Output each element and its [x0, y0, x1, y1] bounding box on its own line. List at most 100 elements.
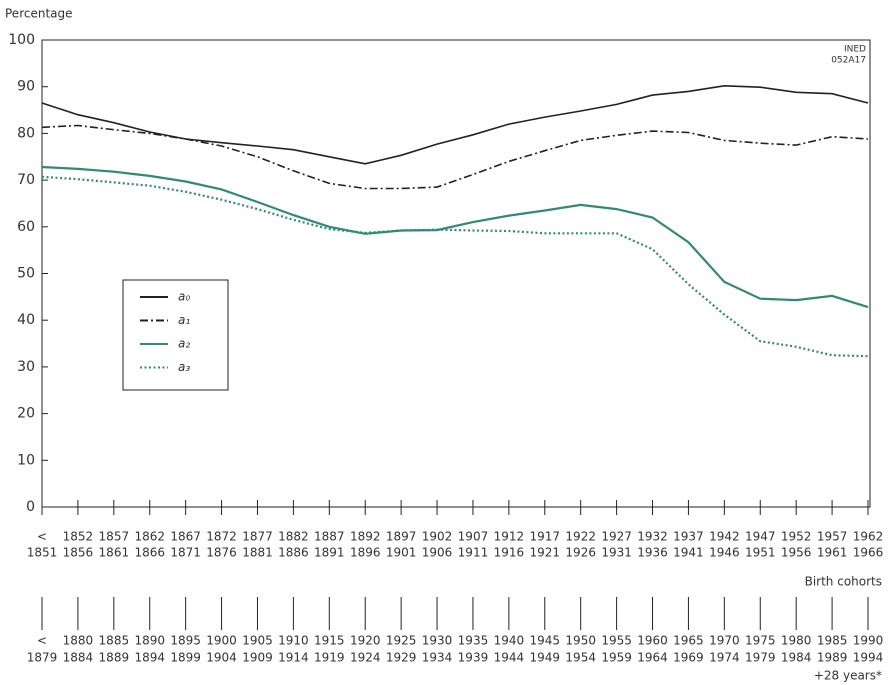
x-tick-label: 1896 [350, 546, 381, 560]
x-tick-label: 1922 [565, 530, 596, 544]
x-tick-label: 1916 [494, 546, 525, 560]
x-tick-label: 1856 [63, 546, 94, 560]
x-tick-label: 1897 [386, 530, 417, 544]
x-tick-label: 1921 [530, 546, 561, 560]
x2-tick-label: 1954 [565, 651, 596, 665]
x2-tick-label: 1899 [170, 651, 201, 665]
x2-tick-label: 1949 [530, 651, 561, 665]
x-tick-label: 1952 [781, 530, 812, 544]
x-tick-label: 1891 [314, 546, 345, 560]
x-tick-label: 1901 [386, 546, 417, 560]
x-tick-label: 1851 [27, 546, 58, 560]
y-tick-label: 30 [17, 359, 35, 375]
x-tick-label: 1867 [170, 530, 201, 544]
x-tick-label: 1911 [458, 546, 489, 560]
x2-tick-label: 1975 [745, 634, 776, 648]
x2-tick-label: 1935 [458, 634, 489, 648]
x2-tick-label: 1915 [314, 634, 345, 648]
x-tick-label: 1927 [601, 530, 632, 544]
x2-tick-label: 1965 [673, 634, 704, 648]
x2-tick-label: 1909 [242, 651, 273, 665]
x2-tick-label: 1974 [709, 651, 740, 665]
x-tick-label: 1962 [853, 530, 884, 544]
y-tick-label: 90 [17, 79, 35, 95]
x-tick-label: 1926 [565, 546, 596, 560]
x2-tick-label: 1950 [565, 634, 596, 648]
x-tick-label: 1892 [350, 530, 381, 544]
legend-label: a₂ [178, 337, 190, 351]
y-tick-label: 40 [17, 312, 35, 328]
x2-tick-label: 1984 [781, 651, 812, 665]
y-tick-label: 70 [17, 172, 35, 188]
x-tick-label: 1907 [458, 530, 489, 544]
x-tick-label: 1956 [781, 546, 812, 560]
x2-tick-label: 1920 [350, 634, 381, 648]
x-tick-label: 1946 [709, 546, 740, 560]
x2-tick-label: 1880 [63, 634, 94, 648]
x2-tick-label: 1884 [63, 651, 94, 665]
x2-tick-label: 1879 [27, 651, 58, 665]
legend-label: a₀ [178, 290, 190, 304]
x-tick-label: 1887 [314, 530, 345, 544]
x2-tick-label: 1914 [278, 651, 309, 665]
x2-tick-label: < [37, 634, 47, 648]
x-tick-label: 1881 [242, 546, 273, 560]
y-tick-label: 100 [8, 32, 35, 48]
x-tick-label: 1941 [673, 546, 704, 560]
x2-tick-label: 1900 [206, 634, 237, 648]
y-tick-label: 50 [17, 266, 35, 282]
x-tick-label: 1871 [170, 546, 201, 560]
series-line [41, 165, 869, 309]
y-tick-label: 20 [17, 406, 35, 422]
x2-tick-label: 1960 [637, 634, 668, 648]
legend-label: a₁ [178, 313, 190, 327]
x2-tick-label: 1959 [601, 651, 632, 665]
x2-tick-label: 1940 [494, 634, 525, 648]
x-tick-label: 1966 [853, 546, 884, 560]
y-tick-label: 60 [17, 219, 35, 235]
x-tick-label: 1872 [206, 530, 237, 544]
x-tick-label: 1866 [134, 546, 165, 560]
y-tick-label: 10 [17, 452, 35, 468]
x-tick-label: 1917 [530, 530, 561, 544]
x2-tick-label: 1964 [637, 651, 668, 665]
x-tick-label: 1861 [99, 546, 130, 560]
x2-tick-label: 1969 [673, 651, 704, 665]
y-axis-label: Percentage [5, 7, 73, 21]
x2-axis-label: +28 years* [814, 669, 882, 683]
series-line [41, 175, 869, 358]
annotation: INED [844, 45, 866, 55]
x-tick-label: 1951 [745, 546, 776, 560]
x2-tick-label: 1939 [458, 651, 489, 665]
x2-tick-label: 1944 [494, 651, 525, 665]
x-tick-label: 1912 [494, 530, 525, 544]
x-tick-label: 1931 [601, 546, 632, 560]
x2-tick-label: 1929 [386, 651, 417, 665]
x-tick-label: 1857 [99, 530, 130, 544]
x2-tick-label: 1989 [817, 651, 848, 665]
x2-tick-label: 1904 [206, 651, 237, 665]
x2-tick-label: 1980 [781, 634, 812, 648]
x-tick-label: 1957 [817, 530, 848, 544]
x2-tick-label: 1889 [99, 651, 130, 665]
x-tick-label: 1942 [709, 530, 740, 544]
x2-tick-label: 1994 [853, 651, 884, 665]
x-tick-label: 1936 [637, 546, 668, 560]
x-tick-label: < [37, 530, 47, 544]
x2-tick-label: 1894 [134, 651, 165, 665]
x2-tick-label: 1930 [422, 634, 453, 648]
x2-tick-label: 1895 [170, 634, 201, 648]
plot-frame [41, 39, 871, 508]
x2-tick-label: 1979 [745, 651, 776, 665]
y-tick-label: 80 [17, 125, 35, 141]
x-tick-label: 1862 [134, 530, 165, 544]
x2-tick-label: 1934 [422, 651, 453, 665]
x-tick-label: 1877 [242, 530, 273, 544]
x2-tick-label: 1885 [99, 634, 130, 648]
series-line [41, 124, 869, 190]
x-tick-label: 1886 [278, 546, 309, 560]
annotation: 052A17 [831, 56, 866, 66]
x-tick-label: 1947 [745, 530, 776, 544]
